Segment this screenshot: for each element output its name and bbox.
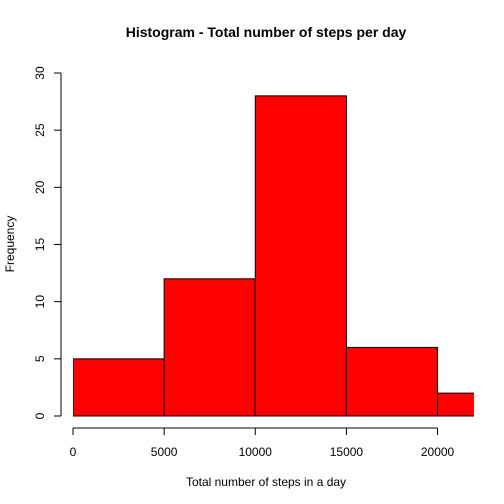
histogram-bar-1 <box>163 278 256 417</box>
y-axis: 0 5 10 15 20 25 30 <box>33 66 62 419</box>
x-tick-label: 15000 <box>330 445 364 459</box>
histogram-bar-2 <box>254 95 347 417</box>
y-tick-label: 5 <box>33 355 47 362</box>
x-tick-label: 5000 <box>151 445 178 459</box>
x-tick-label: 20000 <box>421 445 455 459</box>
y-tick-label: 0 <box>33 412 47 419</box>
x-axis-label: Total number of steps in a day <box>186 475 346 489</box>
y-tick-label: 30 <box>33 66 47 80</box>
y-tick-label: 20 <box>33 180 47 194</box>
histogram-bar-3 <box>345 346 439 417</box>
y-tick-label: 25 <box>33 123 47 137</box>
x-tick-label: 0 <box>70 445 77 459</box>
bars-group <box>73 95 474 417</box>
x-tick-label: 10000 <box>239 445 273 459</box>
chart-title: Histogram - Total number of steps per da… <box>126 24 407 40</box>
histogram-bar-0 <box>73 358 165 417</box>
histogram-bar-4 <box>437 392 474 417</box>
y-tick-label: 15 <box>33 238 47 252</box>
x-axis: 0 5000 10000 15000 20000 <box>70 427 455 459</box>
y-axis-label: Frequency <box>3 216 17 273</box>
y-tick-label: 10 <box>33 295 47 309</box>
